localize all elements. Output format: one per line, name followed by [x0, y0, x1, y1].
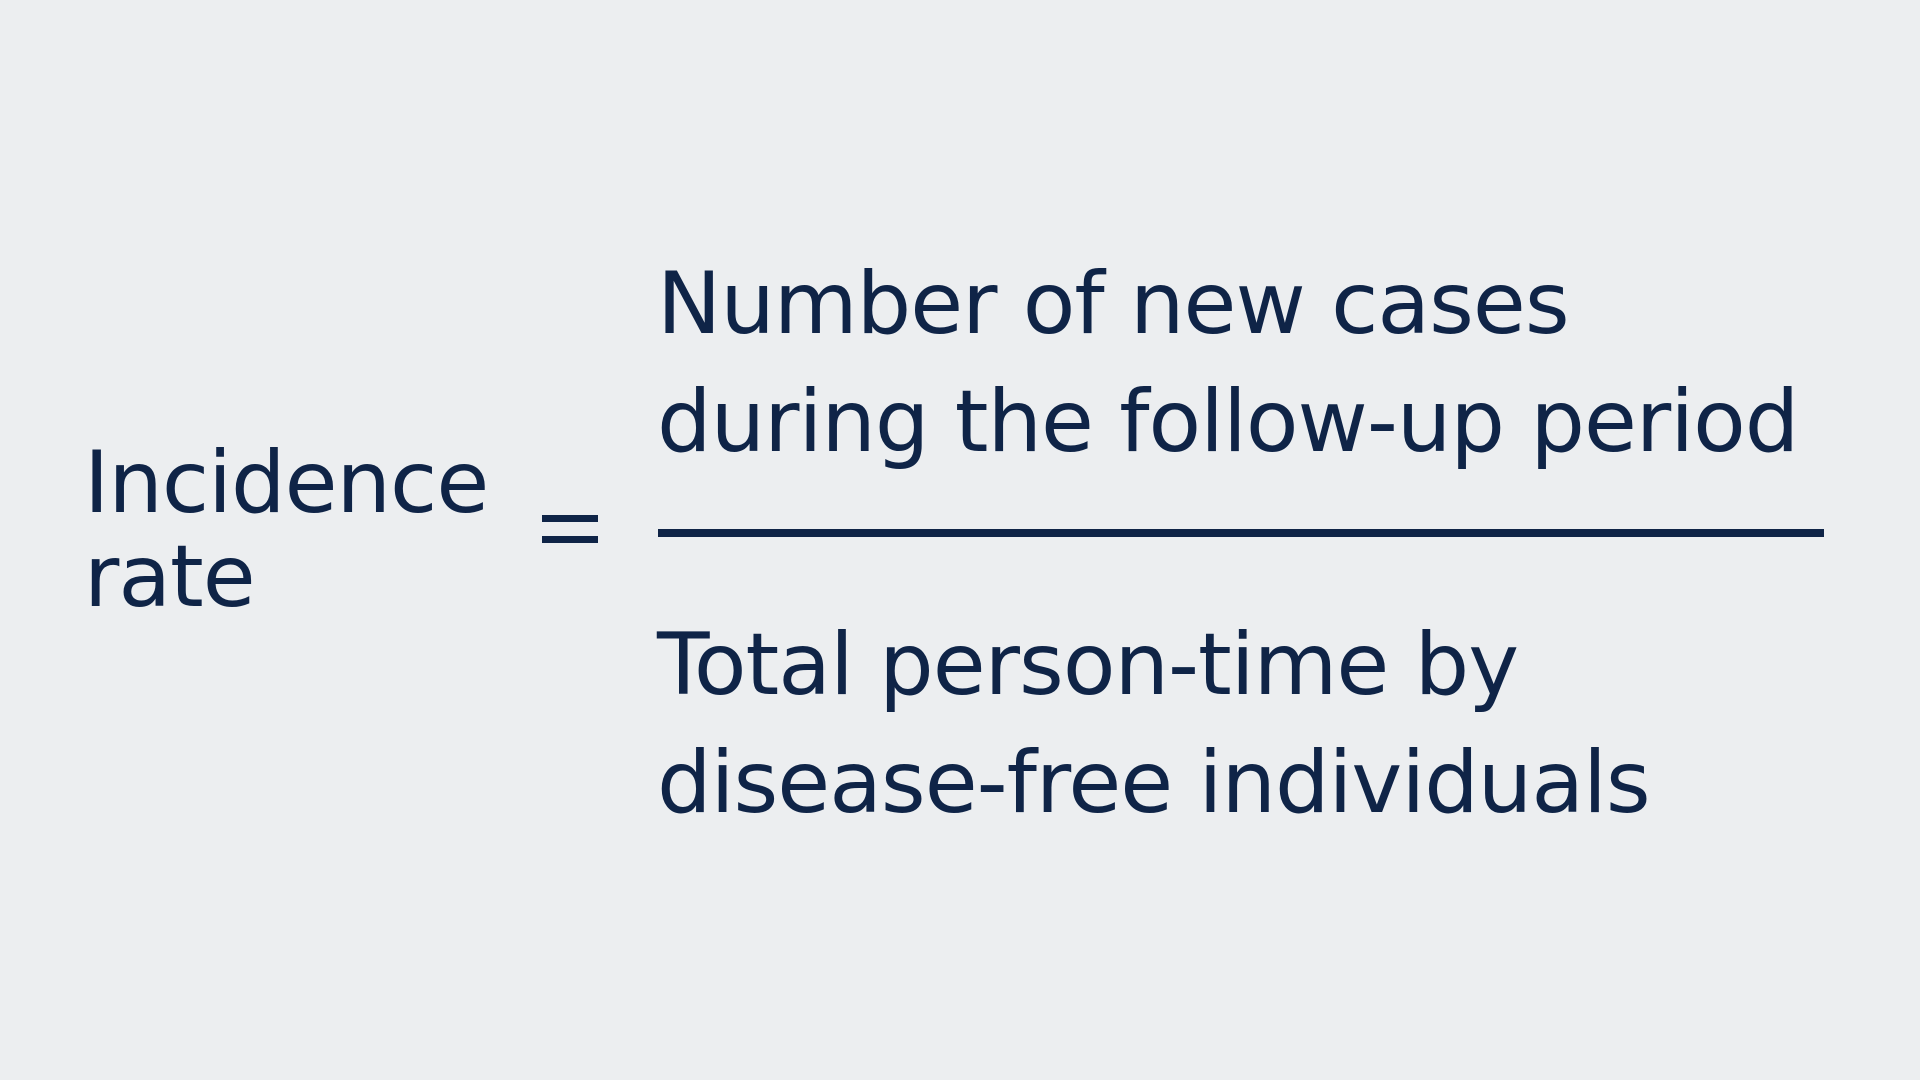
- equals-bar-bottom: [542, 536, 598, 543]
- numerator: Number of new cases during the follow-up…: [657, 245, 1799, 481]
- denominator-line-1: Total person-time by: [657, 615, 1519, 715]
- denominator-line-2: disease-free individuals: [657, 733, 1651, 833]
- equals-sign: [540, 492, 600, 566]
- equals-bar-top: [542, 515, 598, 522]
- denominator: Total person-time by disease-free indivi…: [657, 606, 1651, 842]
- numerator-line-1: Number of new cases: [657, 254, 1570, 354]
- numerator-line-2: during the follow-up period: [657, 372, 1799, 472]
- fraction-bar: [658, 529, 1824, 537]
- term-line-1: Incidence: [84, 433, 489, 533]
- term-label: Incidence rate: [84, 433, 489, 627]
- term-line-2: rate: [84, 527, 256, 627]
